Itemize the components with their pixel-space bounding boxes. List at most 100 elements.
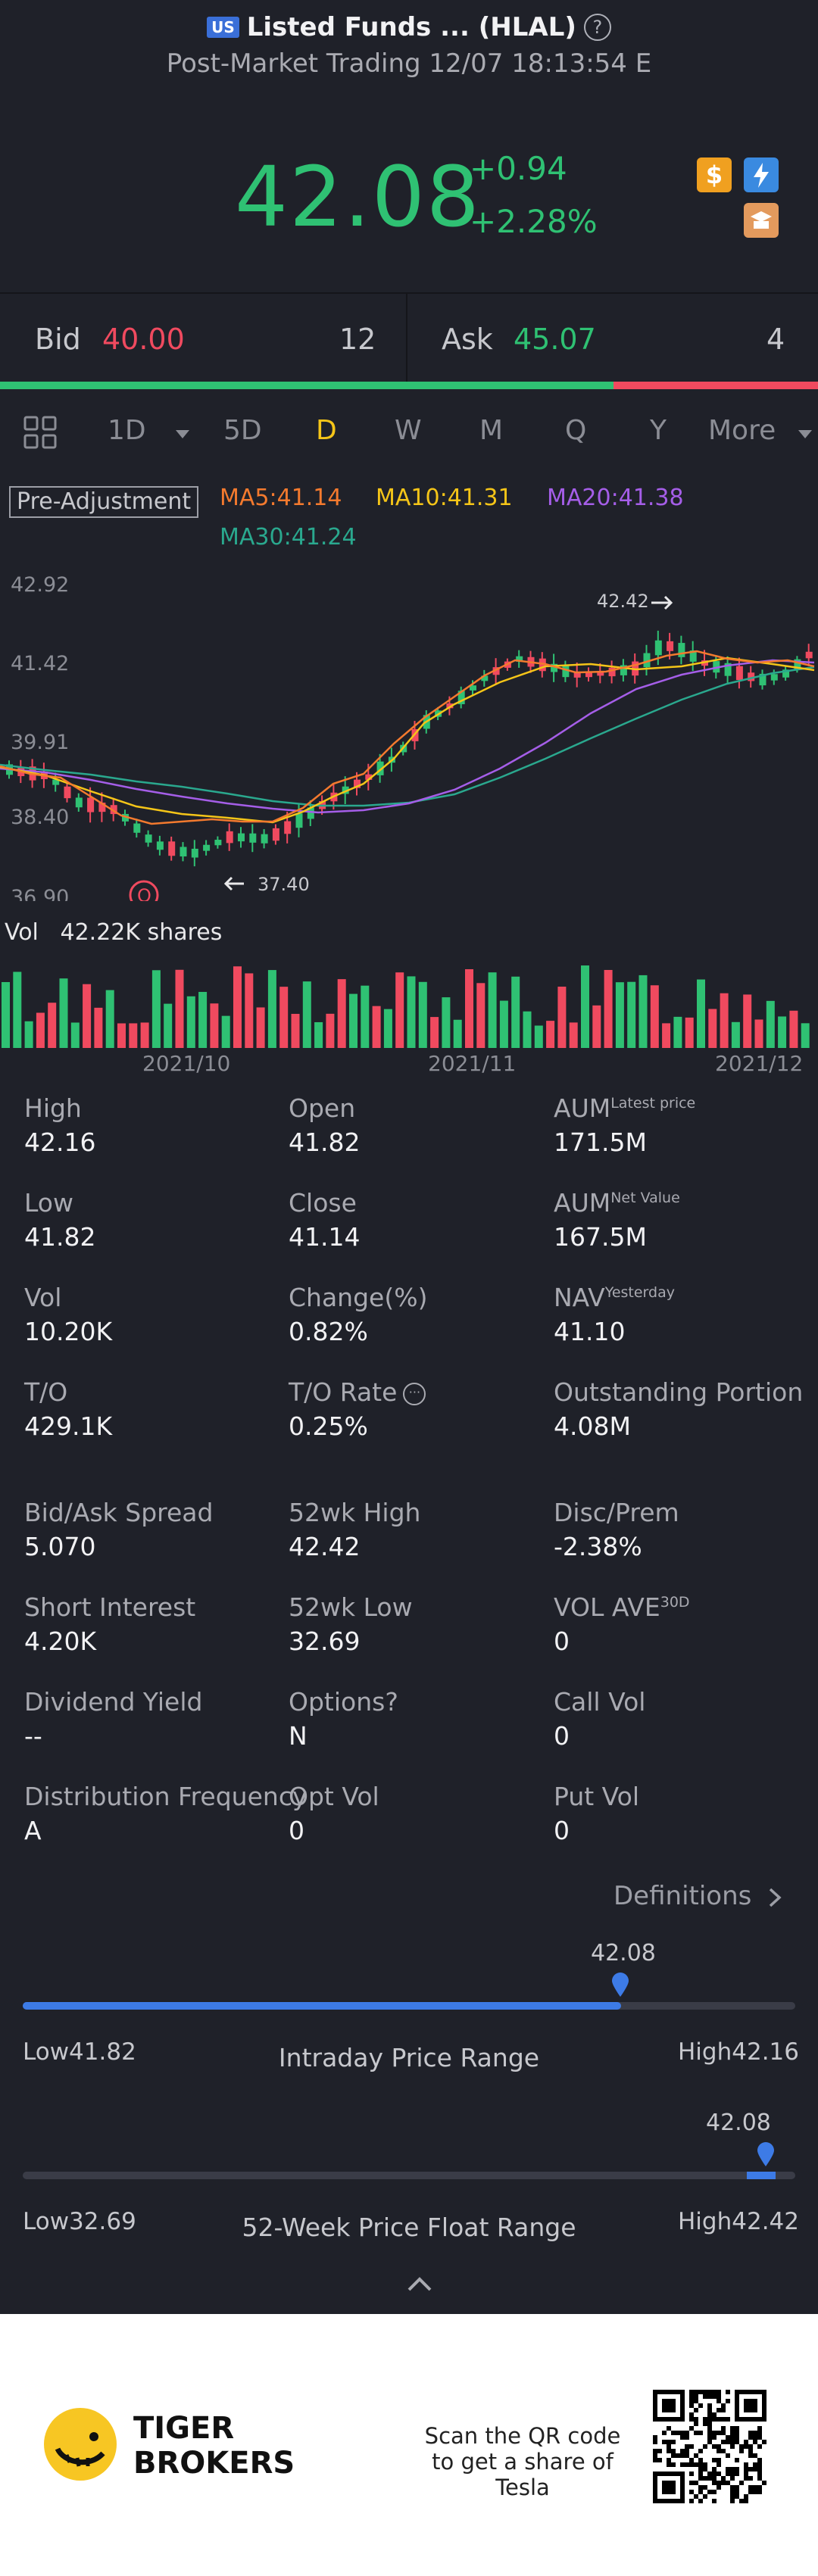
stat-label: Outstanding Portion: [554, 1377, 804, 1407]
qr-module: [730, 2499, 735, 2503]
candle: [654, 640, 662, 656]
stat-item: Open 41.82: [289, 1093, 546, 1157]
stat-value: 4.08M: [554, 1411, 631, 1441]
qr-module: [703, 2390, 707, 2394]
candle: [249, 833, 257, 843]
volume-bar: [151, 970, 161, 1048]
qr-module: [726, 2417, 730, 2422]
candle: [52, 779, 60, 785]
qr-module: [707, 2431, 712, 2435]
stat-item: Distribution Frequency A: [24, 1782, 308, 1845]
tab-more[interactable]: More: [708, 415, 776, 446]
qr-module: [694, 2453, 698, 2458]
chevron-down-icon[interactable]: [176, 430, 189, 438]
candle: [168, 841, 176, 856]
candlestick-chart[interactable]: 42.92 41.42 39.91 38.40 36.90 42.42 37.4…: [0, 553, 818, 901]
tiger-logo-icon: [44, 2408, 117, 2481]
chevron-down-icon[interactable]: [798, 430, 812, 438]
intraday-high: High42.16: [678, 2038, 799, 2066]
bid-ratio-fill: [0, 382, 614, 389]
tab-5d[interactable]: 5D: [223, 415, 262, 446]
tab-weekly[interactable]: W: [395, 415, 422, 446]
qr-module: [757, 2431, 762, 2435]
qr-module: [689, 2444, 694, 2449]
more-info-icon[interactable]: ···: [403, 1382, 426, 1405]
tab-yearly[interactable]: Y: [650, 415, 667, 446]
qr-module: [717, 2408, 721, 2412]
qr-module: [735, 2467, 739, 2472]
qr-module: [753, 2467, 757, 2472]
volume-bar: [198, 991, 208, 1048]
volume-bars: [2, 965, 810, 1048]
candle: [643, 653, 651, 668]
help-icon[interactable]: ?: [583, 14, 611, 41]
bid-ask-panel: Bid 40.00 12 Ask 45.07 4: [0, 292, 818, 385]
qr-module: [717, 2458, 721, 2462]
qr-module: [707, 2490, 712, 2494]
education-icon[interactable]: [744, 203, 779, 238]
stat-item: AUMLatest price 171.5M: [554, 1093, 811, 1157]
candle: [492, 667, 500, 675]
volume-bar: [36, 1012, 45, 1048]
qr-module: [730, 2426, 735, 2431]
stat-value: 0: [554, 1721, 570, 1751]
qr-code-icon[interactable]: [653, 2390, 766, 2503]
stat-label: Call Vol: [554, 1687, 646, 1717]
ma10-label: MA10:41.31: [376, 485, 513, 511]
qr-module: [694, 2390, 698, 2394]
high-price-marker: 42.42: [597, 591, 649, 612]
pre-adjustment-toggle[interactable]: Pre-Adjustment: [9, 486, 199, 518]
qr-module: [730, 2435, 735, 2440]
qr-module: [698, 2499, 703, 2503]
tab-daily[interactable]: D: [316, 415, 337, 446]
definitions-link[interactable]: Definitions: [614, 1881, 784, 1911]
stat-label: Close: [289, 1188, 357, 1218]
qr-module: [698, 2476, 703, 2481]
layout-grid-icon[interactable]: [23, 415, 58, 450]
title-row[interactable]: US Listed Funds ... (HLAL) ?: [0, 12, 818, 42]
qr-module: [730, 2444, 735, 2449]
candle: [133, 823, 141, 833]
candle: [272, 828, 279, 841]
volume-bar: [314, 1021, 323, 1048]
volume-bar: [581, 965, 589, 1048]
intraday-range-bar: [23, 2002, 795, 2010]
qr-module: [703, 2417, 707, 2422]
volume-bar: [302, 981, 311, 1048]
qr-module: [721, 2449, 726, 2453]
volume-bar: [349, 993, 357, 1048]
flash-icon[interactable]: [744, 157, 779, 192]
stat-value: 41.10: [554, 1317, 626, 1346]
earnings-marker-icon[interactable]: [129, 880, 159, 901]
volume-bar: [731, 1021, 740, 1048]
candle: [608, 667, 616, 677]
qr-module: [744, 2499, 748, 2503]
collapse-chevron-up-icon[interactable]: [406, 2275, 433, 2293]
qr-module: [730, 2472, 735, 2476]
volume-bar: [59, 978, 68, 1048]
volume-bar: [673, 1016, 682, 1048]
volume-bar: [778, 1016, 787, 1048]
qr-module: [676, 2431, 680, 2435]
tab-quarterly[interactable]: Q: [565, 415, 587, 446]
qr-module: [721, 2440, 726, 2444]
market-badge: US: [207, 17, 239, 38]
candle: [689, 650, 697, 662]
candle: [678, 643, 685, 657]
qr-module: [707, 2394, 712, 2399]
stat-item: Opt Vol 0: [289, 1782, 546, 1845]
tab-1d[interactable]: 1D: [108, 415, 146, 446]
qr-module: [735, 2494, 739, 2499]
qr-module: [735, 2472, 739, 2476]
qr-module: [735, 2440, 739, 2444]
stat-value: A: [24, 1816, 42, 1845]
qr-module: [712, 2499, 717, 2503]
dollar-icon[interactable]: $: [697, 157, 732, 192]
volume-bar: [708, 1009, 717, 1048]
candle: [295, 813, 303, 828]
week52-range-bar: [23, 2172, 795, 2179]
qr-module: [689, 2394, 694, 2399]
tab-monthly[interactable]: M: [479, 415, 504, 446]
qr-module: [667, 2449, 671, 2453]
qr-module: [753, 2490, 757, 2494]
